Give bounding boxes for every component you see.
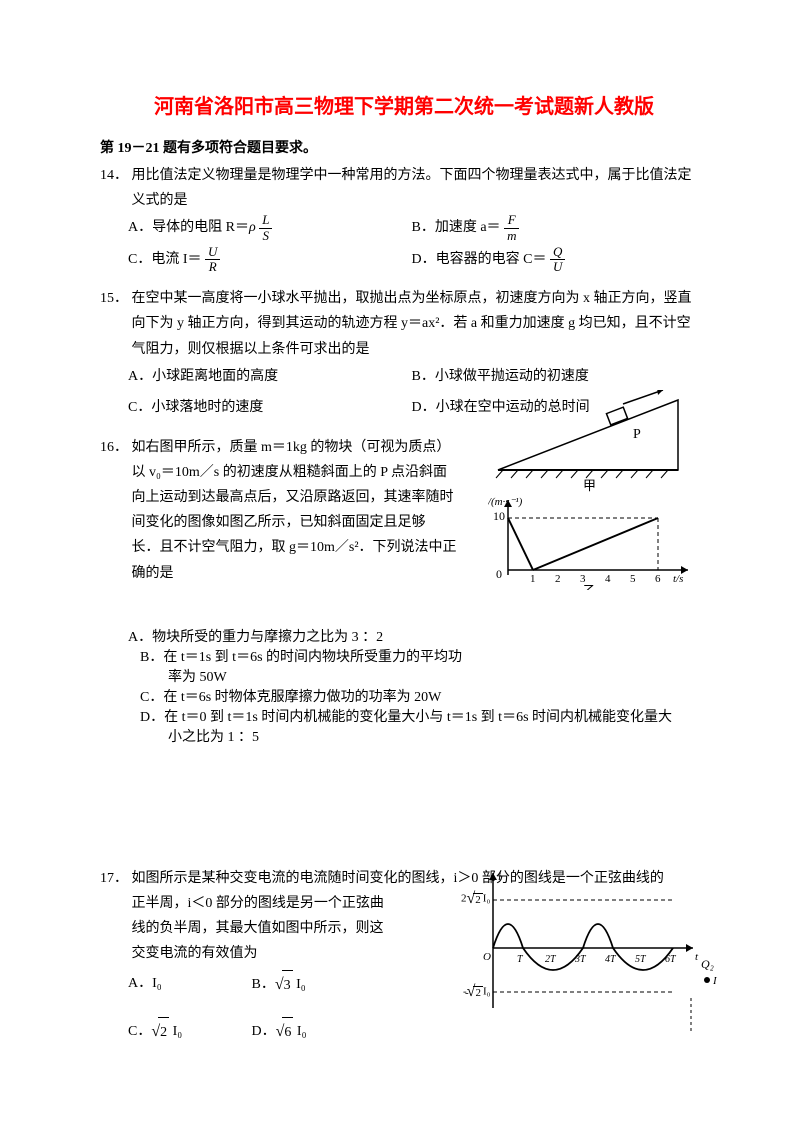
q14-optD: D．电容器的电容 C＝ QU bbox=[412, 245, 692, 276]
fig17-x-6T: 6T bbox=[665, 954, 677, 965]
fig17-G: G bbox=[685, 1037, 694, 1038]
figure-17: i O t - T 2T 3 bbox=[463, 868, 713, 1043]
q16-optB: B．在 t＝1s 到 t＝6s 的时间内物块所受重力的平均功 bbox=[140, 646, 708, 666]
fig16-label-jia: 甲 bbox=[583, 478, 596, 493]
fig16-x-6: 6 bbox=[655, 573, 661, 585]
fig17-x-2T: 2T bbox=[545, 954, 557, 965]
q16-optD: D．在 t＝0 到 t＝1s 时间内机械能的变化量大小与 t＝1s 到 t＝6s… bbox=[140, 706, 708, 726]
fig16-x-label: t/s bbox=[673, 573, 683, 585]
q16-options: A．物块所受的重力与摩擦力之比为 3 ：2 B．在 t＝1s 到 t＝6s 的时… bbox=[100, 626, 708, 746]
q16-optC: C．在 t＝6s 时物体克服摩擦力做功的功率为 20W bbox=[140, 686, 708, 706]
q16-num: 16． bbox=[100, 435, 128, 460]
fig16-x-5: 5 bbox=[630, 573, 636, 585]
q16-text: 如右图甲所示，质量 m＝1kg 的物块（可视为质点） 以 v₀＝10m／s 的初… bbox=[132, 435, 467, 586]
q15-optC: C．小球落地时的速度 bbox=[128, 393, 408, 424]
fig16-label-v: v bbox=[643, 390, 650, 391]
fig16-label-P: P bbox=[633, 427, 641, 442]
q17-optB: B．3 I₀ bbox=[252, 967, 392, 1002]
fig17-origin: O bbox=[483, 951, 491, 963]
q14-text: 用比值法定义物理量是物理学中一种常用的方法。下面四个物理量表达式中，属于比值法定… bbox=[132, 163, 700, 213]
q16-optB2: 率为 50W bbox=[168, 666, 708, 686]
q14-optC: C．电流 I＝ UR bbox=[128, 245, 408, 276]
q14-optA: A．导体的电阻 R＝ρ LS bbox=[128, 213, 408, 244]
fig17-x-label: t bbox=[695, 951, 699, 963]
q17-num: 17． bbox=[100, 866, 128, 891]
fig16-x-2: 2 bbox=[555, 573, 561, 585]
fig16-x-1: 1 bbox=[530, 573, 536, 585]
q16-optA: A．物块所受的重力与摩擦力之比为 3 ：2 bbox=[128, 626, 708, 646]
fig16-x-4: 4 bbox=[605, 573, 611, 585]
fig16-label-yi: 乙 bbox=[583, 583, 596, 590]
q15-text: 在空中某一高度将一小球水平抛出，取抛出点为坐标原点，初速度方向为 x 轴正方向，… bbox=[132, 286, 700, 362]
fig16-y-0: 0 bbox=[496, 567, 502, 581]
instruction: 第 19－21 题有多项符合题目要求。 bbox=[100, 137, 708, 157]
q17-optC: C．2 I₀ bbox=[128, 1014, 248, 1049]
q15-optA: A．小球距离地面的高度 bbox=[128, 362, 408, 393]
doc-title: 河南省洛阳市高三物理下学期第二次统一考试题新人教版 bbox=[100, 90, 708, 119]
q15-optB: B．小球做平抛运动的初速度 bbox=[412, 362, 692, 393]
figure-16: P v 甲 v/(m·s⁻¹) 10 0 bbox=[488, 390, 698, 595]
fig17-y-label: i bbox=[498, 869, 501, 883]
fig17-x-T: T bbox=[517, 954, 524, 965]
fig16-y-label: v/(m·s⁻¹) bbox=[488, 496, 523, 508]
fig17-x-3T: 3T bbox=[574, 954, 587, 965]
q17-optD: D．6 I₀ bbox=[252, 1014, 392, 1049]
q14-optB: B．加速度 a＝ Fm bbox=[412, 213, 692, 244]
q15-num: 15． bbox=[100, 286, 128, 311]
question-14: 14． 用比值法定义物理量是物理学中一种常用的方法。下面四个物理量表达式中，属于… bbox=[100, 163, 708, 276]
fig17-Q2: Q₂ bbox=[701, 957, 714, 971]
svg-text:I: I bbox=[712, 975, 718, 987]
q17-optA: A．I₀ bbox=[128, 969, 248, 1000]
fig16-y-10: 10 bbox=[493, 509, 505, 523]
q16-optD2: 小之比为 1 ：5 bbox=[168, 726, 708, 746]
q14-num: 14． bbox=[100, 163, 128, 188]
fig17-x-4T: 4T bbox=[605, 954, 617, 965]
fig17-x-5T: 5T bbox=[635, 954, 647, 965]
